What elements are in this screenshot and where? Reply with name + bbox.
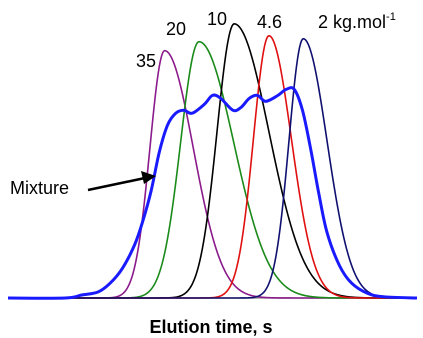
label-2kg-superscript: -1 [386, 11, 396, 23]
x-axis-label: Elution time, s [149, 317, 272, 337]
curve-mixture [7, 86, 418, 300]
curves [7, 23, 418, 300]
label-10: 10 [207, 9, 227, 29]
mixture-label: Mixture [10, 178, 69, 198]
curve-3 [8, 34, 417, 299]
mixture-arrow-head [141, 171, 156, 184]
label-2kg-text: 2 kg.mol [318, 12, 386, 32]
mixture-annotation: Mixture [10, 171, 156, 198]
label-4-6: 4.6 [257, 12, 282, 32]
label-35: 35 [136, 51, 156, 71]
curve-labels: 35 20 10 4.6 2 kg.mol-1 [136, 9, 396, 71]
curve-2 [8, 23, 417, 299]
label-20: 20 [166, 19, 186, 39]
label-2kg: 2 kg.mol-1 [318, 11, 396, 32]
mixture-arrow-shaft [87, 176, 146, 192]
